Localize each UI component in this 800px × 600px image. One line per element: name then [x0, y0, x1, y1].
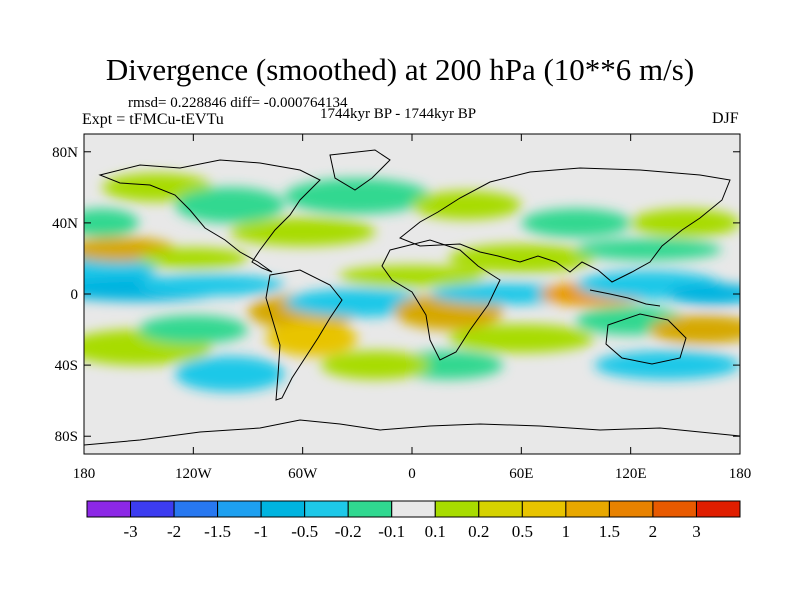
divergence-patch	[175, 187, 285, 223]
divergence-patch	[284, 178, 431, 215]
colorbar-label: -0.2	[335, 522, 362, 541]
colorbar-swatch	[434, 500, 480, 518]
colorbar-label: 0.5	[512, 522, 533, 541]
colorbar-label: -1.5	[204, 522, 231, 541]
divergence-patch	[576, 238, 722, 261]
divergence-patch	[138, 247, 248, 270]
colorbar-swatch	[565, 500, 610, 518]
lon-tick-label: 0	[408, 466, 416, 482]
divergence-patch	[667, 283, 740, 305]
colorbar-swatch	[478, 500, 523, 518]
lat-tick-label: 40N	[52, 216, 78, 232]
divergence-patch	[448, 244, 595, 273]
colorbar-swatch	[608, 500, 654, 518]
divergence-patch	[430, 283, 576, 305]
colorbar-label: 3	[692, 522, 701, 541]
colorbar-label: -2	[167, 522, 181, 541]
divergence-patch	[320, 350, 431, 380]
coastline-antarctica	[84, 419, 740, 446]
divergence-patch	[138, 274, 285, 296]
colorbar-swatch	[304, 500, 349, 518]
colorbar-label: 0.2	[468, 522, 489, 541]
lon-tick-label: 60W	[288, 466, 318, 482]
divergence-patch	[339, 265, 485, 287]
divergence-patch	[412, 190, 522, 220]
divergence-patch	[594, 350, 740, 380]
colorbar-swatch	[347, 500, 393, 518]
coastlines	[84, 149, 740, 446]
colorbar-label: -1	[254, 522, 268, 541]
colorbar-label: -0.5	[291, 522, 318, 541]
colorbar-swatch	[173, 500, 219, 518]
divergence-patch	[175, 356, 285, 392]
divergence-patch	[284, 288, 431, 318]
colorbar-label: 2	[649, 522, 658, 541]
colorbar-swatch	[391, 500, 436, 518]
divergence-patch	[229, 217, 376, 246]
experiment-label: Expt = tFMCu-tEVTu	[82, 111, 224, 128]
coastline-eurasia	[399, 167, 731, 283]
season-label: DJF	[712, 110, 739, 127]
divergence-patch	[84, 208, 139, 238]
lon-tick-label: 180	[729, 466, 752, 482]
lon-tick-label: 120W	[175, 466, 213, 482]
colorbar-swatch	[260, 500, 306, 518]
plot-title: Divergence (smoothed) at 200 hPa (10**6 …	[105, 52, 695, 87]
colorbar-swatch	[521, 500, 567, 518]
lon-tick-label: 120E	[615, 466, 647, 482]
lat-tick-label: 80N	[52, 145, 78, 161]
colorbar-label: 1.5	[599, 522, 620, 541]
colorbar-label: -0.1	[378, 522, 405, 541]
divergence-patch	[521, 208, 631, 238]
coastline-indonesia	[589, 289, 661, 307]
rmsd-stats: rmsd= 0.228846 diff= -0.000764134	[128, 95, 348, 111]
map-axes: 80N 40N 0 40S 80S 180 120W 60W 0 60E 120E 180	[52, 134, 751, 482]
colorbar: -3 -2 -1.5 -1 -0.5 -0.2 -0.1 0.1 0.2 0.5 1 1.5 2 3	[86, 500, 741, 541]
colorbar-label: -3	[123, 522, 137, 541]
divergence-patch	[266, 320, 358, 357]
colorbar-swatch	[652, 500, 697, 518]
coastline-greenland	[329, 149, 391, 191]
colorbar-label: 1	[562, 522, 571, 541]
colorbar-swatch	[217, 500, 262, 518]
divergence-patch	[448, 324, 595, 353]
colorbar-swatch	[86, 500, 132, 518]
colorbar-swatch	[695, 500, 741, 518]
period-label: 1744kyr BP - 1744kyr BP	[320, 106, 477, 122]
divergence-patch	[648, 315, 740, 344]
lat-tick-label: 40S	[55, 358, 78, 374]
divergence-patch	[630, 208, 740, 238]
colorbar-label: 0.1	[425, 522, 446, 541]
coastline-australia	[605, 313, 687, 365]
lon-tick-label: 180	[73, 466, 96, 482]
lat-tick-label: 80S	[55, 429, 78, 445]
lat-tick-label: 0	[71, 287, 79, 303]
coastline-africa	[381, 239, 501, 361]
lon-tick-label: 60E	[509, 466, 533, 482]
coastline-north-america	[98, 159, 321, 273]
coastline-south-america	[265, 269, 343, 401]
divergence-patch	[138, 315, 248, 344]
colorbar-swatch	[130, 500, 175, 518]
